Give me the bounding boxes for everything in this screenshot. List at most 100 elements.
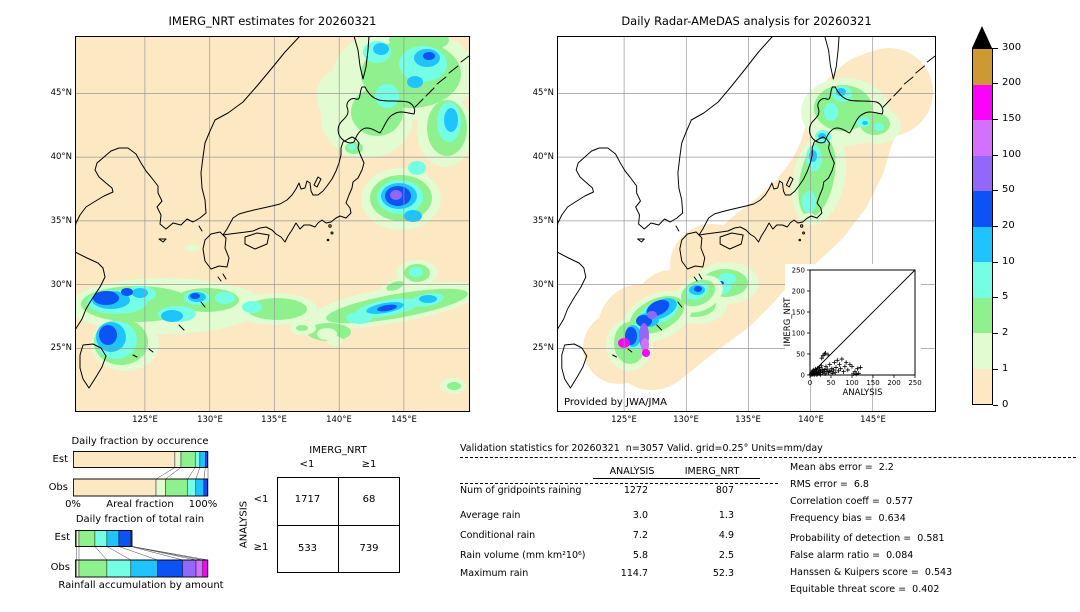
right-lat-25: 25°N xyxy=(532,343,554,353)
stats-row-label: Conditional rain xyxy=(460,530,536,541)
colorbar-segment xyxy=(973,262,992,298)
colorbar-label: 1 xyxy=(1002,362,1009,374)
left-map-title: IMERG_NRT estimates for 20260321 xyxy=(168,14,377,28)
occurrence-row-obs: Obs xyxy=(48,482,68,493)
stats-row: Average rain 3.0 1.3 xyxy=(460,510,780,524)
fraction-connector xyxy=(130,546,183,561)
fraction-connector xyxy=(155,467,176,480)
right-lat-30: 30°N xyxy=(532,280,554,290)
colorbar-tick xyxy=(993,190,998,192)
scatter-point xyxy=(816,367,822,373)
left-map-gridlines xyxy=(75,36,470,412)
scatter-point xyxy=(825,352,831,358)
fraction-connector xyxy=(106,546,131,561)
contingency-row-title: ANALYSIS xyxy=(238,500,250,549)
stats-scores: Mean abs error = 2.2 RMS error = 6.8 Corre… xyxy=(790,462,1076,597)
occurrence-chart xyxy=(73,451,209,497)
left-lat-25: 25°N xyxy=(50,343,72,353)
occurrence-x1: 100% xyxy=(188,499,218,510)
totalrain-row-obs: Obs xyxy=(50,562,70,573)
right-map: 0 50 100 150 200 250 0 50 100 150 200 250 ANALYSIS… xyxy=(557,36,936,412)
scatter-point xyxy=(819,366,825,372)
right-map-precip xyxy=(583,48,933,390)
y-tick-label: 150 xyxy=(792,309,805,317)
score-line: Mean abs error = 2.2 xyxy=(790,462,894,473)
colorbar-segment xyxy=(973,120,992,156)
map-credit: Provided by JWA/JMA xyxy=(564,397,667,408)
est-segment xyxy=(180,451,196,468)
scatter-point xyxy=(831,367,836,373)
score-line: Correlation coeff = 0.577 xyxy=(790,496,914,507)
stats-value-imerg: 4.9 xyxy=(718,530,734,541)
est-segment xyxy=(94,530,108,547)
colorbar-tick xyxy=(993,297,998,299)
scatter-point xyxy=(855,366,860,371)
contingency-cell-00: 1717 xyxy=(294,494,321,505)
stats-value-analysis: 3.0 xyxy=(632,510,648,521)
scatter-point xyxy=(823,364,829,369)
est-bar-outline xyxy=(73,451,209,468)
stats-value-analysis: 5.8 xyxy=(632,550,648,561)
scatter-point xyxy=(856,371,861,376)
stats-row: Num of gridpoints raining 1272 807 xyxy=(460,485,780,499)
contingency-row-lt1: <1 xyxy=(253,494,269,505)
stats-row-label: Average rain xyxy=(460,510,521,521)
scatter-point xyxy=(826,370,831,376)
occurrence-row-est: Est xyxy=(52,454,68,465)
scatter-point xyxy=(843,360,849,365)
stats-divider-top xyxy=(460,457,1076,458)
x-tick-label: 250 xyxy=(908,379,921,387)
left-lon-140: 140°E xyxy=(326,415,352,425)
score-line: Equitable threat score = 0.402 xyxy=(790,584,940,595)
right-lat-40: 40°N xyxy=(532,152,554,162)
occurrence-xlabel: Areal fraction xyxy=(106,499,174,510)
left-map xyxy=(75,36,470,412)
scatter-point xyxy=(839,356,845,362)
right-lat-45: 45°N xyxy=(532,88,554,98)
colorbar-tick xyxy=(993,226,998,227)
scatter-point xyxy=(833,370,838,375)
colorbar-segment xyxy=(973,49,992,85)
stats-row: Rain volume (mm km²10⁶) 5.8 2.5 xyxy=(460,550,780,564)
obs-segment xyxy=(130,559,158,578)
left-lon-145: 145°E xyxy=(391,415,417,425)
inset-y-ticks: 0 50 100 150 200 250 xyxy=(792,267,810,380)
x-tick-label: 200 xyxy=(887,379,900,387)
scatter-point xyxy=(827,362,832,367)
totalrain-chart xyxy=(75,530,209,578)
colorbar-segment xyxy=(973,84,992,120)
totalrain-row-est: Est xyxy=(54,532,70,543)
contingency-row-ge1: ≥1 xyxy=(253,542,269,553)
scatter-point xyxy=(841,369,846,374)
est-segment xyxy=(73,451,176,468)
colorbar-overflow-triangle xyxy=(972,26,992,48)
right-lon-135: 135°E xyxy=(735,415,761,425)
stats-row: Maximum rain 114.7 52.3 xyxy=(460,568,780,582)
stats-header-underline xyxy=(593,478,760,479)
scatter-point xyxy=(819,356,824,361)
score-line: Frequency bias = 0.634 xyxy=(790,513,906,524)
stats-row-label: Num of gridpoints raining xyxy=(460,485,582,496)
x-tick-label: 150 xyxy=(866,379,879,387)
left-lon-125: 125°E xyxy=(132,415,158,425)
fraction-connector xyxy=(187,467,196,480)
contingency-cell-01: 68 xyxy=(362,494,376,505)
contingency-col-title: IMERG_NRT xyxy=(309,445,367,456)
colorbar-label: 300 xyxy=(1002,41,1022,53)
colorbar-segment xyxy=(973,368,992,404)
est-bar-outline xyxy=(75,530,133,547)
contingency-cell-10: 533 xyxy=(297,543,318,554)
obs-segment xyxy=(106,559,132,578)
stats-value-imerg: 807 xyxy=(715,485,734,496)
right-map-title: Daily Radar-AMeDAS analysis for 20260321 xyxy=(621,14,872,28)
stats-value-analysis: 114.7 xyxy=(620,568,648,579)
scatter-point xyxy=(854,371,859,377)
obs-segment xyxy=(73,478,157,497)
obs-segment xyxy=(195,478,205,497)
score-line: Probability of detection = 0.581 xyxy=(790,533,945,544)
scatter-point xyxy=(833,365,839,370)
left-lat-40: 40°N xyxy=(50,152,72,162)
inset-xlabel: ANALYSIS xyxy=(842,388,882,398)
fraction-connector xyxy=(132,546,209,561)
